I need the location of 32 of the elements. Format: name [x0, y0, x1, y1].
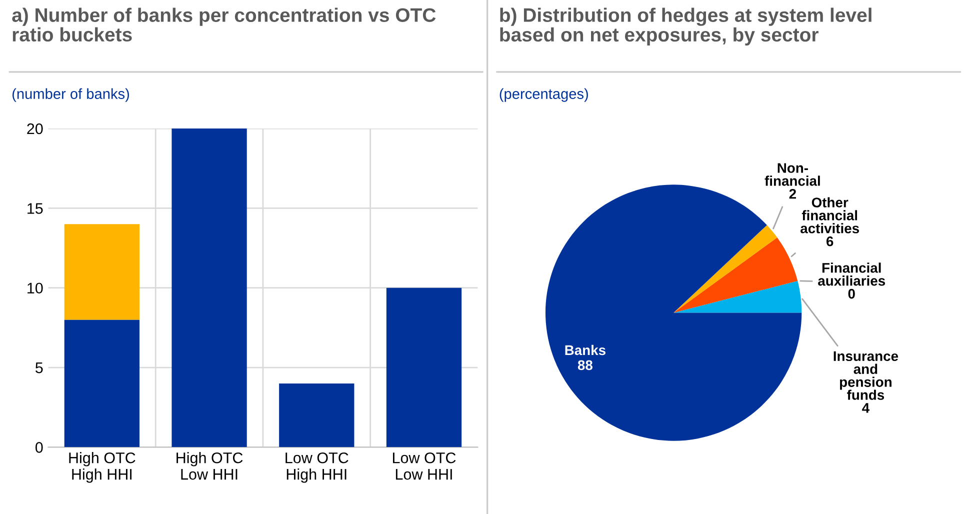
- y-tick-label: 20: [27, 123, 43, 134]
- slice-label: Insurance and pension funds: [834, 351, 898, 400]
- data-label: 6: [826, 236, 834, 246]
- data-label: 88: [578, 360, 592, 370]
- chart-subtitle: (percentages): [500, 88, 588, 102]
- pie-slice: [674, 237, 798, 313]
- chart-subtitle: (number of banks): [12, 88, 130, 102]
- chart-title: a) Number of banks per concentration vs OTC ratio buckets: [12, 8, 436, 42]
- slice-label: Other financial activities: [800, 197, 859, 234]
- y-tick-label: 15: [28, 203, 43, 214]
- bar: [64, 320, 140, 448]
- pie-slice: [545, 184, 802, 441]
- bar: [386, 288, 462, 448]
- x-tick-label: High OTC High HHI: [69, 452, 136, 483]
- pie-slice: [674, 280, 802, 313]
- y-tick-label: 10: [28, 282, 43, 294]
- bar: [172, 128, 247, 448]
- pie-slice: [674, 225, 778, 313]
- bar: [279, 383, 354, 448]
- legend-label: Financial auxiliaries: [818, 262, 886, 286]
- bar: [64, 224, 140, 320]
- y-tick-label: 0: [35, 442, 43, 453]
- x-tick-label: Low OTC Low HHI: [392, 452, 456, 480]
- x-tick-label: High OTC Low HHI: [176, 452, 243, 480]
- data-label: 2: [789, 188, 796, 199]
- slice-label: Non- financial: [764, 163, 820, 186]
- slice-label: Banks: [565, 344, 606, 356]
- y-tick-label: 5: [36, 362, 43, 374]
- data-label: 4: [862, 403, 870, 413]
- text: 0: [848, 288, 855, 299]
- chart-title: b) Distribution of hedges at system level based on net exposures, by sector: [500, 8, 872, 46]
- x-tick-label: Low OTC High HHI: [286, 452, 348, 483]
